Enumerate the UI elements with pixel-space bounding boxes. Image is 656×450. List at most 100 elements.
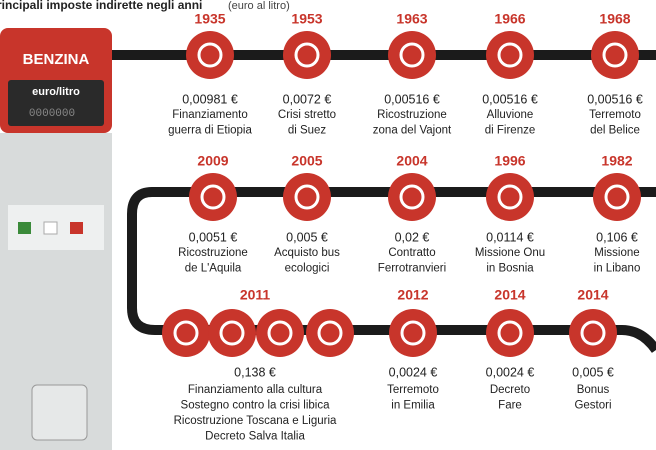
amount: 0,00516 €: [587, 92, 643, 106]
icon: [602, 42, 628, 68]
pump-label: BENZINA: [23, 51, 90, 68]
year: 1982: [601, 153, 632, 169]
title: rincipali imposte indirette negli anni: [0, 0, 202, 12]
description: Finanziamento alla cultura: [188, 384, 323, 396]
icon: [200, 184, 226, 210]
description: Ricostruzione: [377, 109, 447, 121]
icon: [294, 184, 320, 210]
description: in Libano: [594, 263, 641, 275]
description: Acquisto bus: [274, 247, 340, 259]
icon-circle: [591, 31, 639, 79]
amount: 0,00516 €: [384, 92, 440, 106]
description: Ricostruzione: [178, 247, 248, 259]
amount: 0,138 €: [234, 365, 276, 379]
icon-circle: [486, 309, 534, 357]
year: 2005: [291, 153, 322, 169]
year: 1953: [291, 11, 322, 27]
description: Missione Onu: [475, 247, 545, 259]
icon: [173, 320, 199, 346]
icon: [197, 42, 223, 68]
year: 2014: [494, 287, 525, 303]
icon: [267, 320, 293, 346]
amount: 0,0024 €: [486, 365, 535, 379]
icon: [399, 42, 425, 68]
icon-circle: [162, 309, 210, 357]
description: Ferrotranvieri: [378, 263, 446, 275]
icon: [580, 320, 606, 346]
description: Finanziamento: [172, 109, 247, 121]
year: 1966: [494, 11, 525, 27]
icon-circle: [283, 31, 331, 79]
description: in Bosnia: [486, 263, 534, 275]
year: 1935: [194, 11, 225, 27]
icon: [400, 320, 426, 346]
year: 1968: [599, 11, 630, 27]
description: Terremoto: [589, 109, 641, 121]
flag-white: [43, 221, 58, 235]
amount: 0,02 €: [395, 230, 430, 244]
icon-circle: [256, 309, 304, 357]
description: Crisi stretto: [278, 109, 336, 121]
description: Fare: [498, 400, 522, 412]
description: Sostegno contro la crisi libica: [181, 400, 331, 412]
year: 1963: [396, 11, 427, 27]
icon-circle: [189, 173, 237, 221]
icon-circle: [388, 31, 436, 79]
pump-slot: [31, 384, 88, 441]
icon: [497, 42, 523, 68]
icon: [497, 184, 523, 210]
pump-digits: 0000000: [29, 108, 75, 120]
description: Ricostruzione Toscana e Liguria: [174, 415, 337, 427]
description: Missione: [594, 247, 639, 259]
amount: 0,0114 €: [486, 230, 534, 244]
description: ecologici: [285, 263, 330, 275]
icon-circle: [388, 173, 436, 221]
icon: [604, 184, 630, 210]
year: 1996: [494, 153, 525, 169]
year: 2011: [240, 287, 271, 303]
amount: 0,00516 €: [482, 92, 538, 106]
amount: 0,0051 €: [189, 230, 238, 244]
description: Bonus: [577, 384, 610, 396]
subtitle: (euro al litro): [228, 0, 290, 12]
icon: [294, 42, 320, 68]
icon-circle: [389, 309, 437, 357]
pump-unit: euro/litro: [32, 86, 80, 98]
icon-circle: [283, 173, 331, 221]
icon: [497, 320, 523, 346]
icon-circle: [186, 31, 234, 79]
icon: [219, 320, 245, 346]
year: 2004: [396, 153, 427, 169]
description: di Suez: [288, 125, 327, 137]
description: Terremoto: [387, 384, 439, 396]
description: Contratto: [388, 247, 435, 259]
icon: [317, 320, 343, 346]
description: de L'Aquila: [185, 263, 242, 275]
amount: 0,005 €: [572, 365, 614, 379]
icon-circle: [569, 309, 617, 357]
icon-circle: [486, 31, 534, 79]
description: zona del Vajont: [373, 125, 452, 137]
amount: 0,005 €: [286, 230, 328, 244]
amount: 0,00981 €: [182, 92, 238, 106]
amount: 0,0024 €: [389, 365, 438, 379]
year: 2014: [577, 287, 608, 303]
description: Decreto: [490, 384, 530, 396]
icon: [399, 184, 425, 210]
flag-green: [18, 222, 31, 234]
pump-display: [8, 80, 104, 126]
description: in Emilia: [391, 400, 435, 412]
description: Gestori: [574, 400, 611, 412]
description: Decreto Salva Italia: [205, 431, 305, 443]
amount: 0,106 €: [596, 230, 638, 244]
year: 2012: [397, 287, 428, 303]
description: di Firenze: [485, 125, 536, 137]
description: del Belice: [590, 125, 640, 137]
icon-circle: [486, 173, 534, 221]
year: 2009: [197, 153, 228, 169]
description: Alluvione: [487, 109, 534, 121]
icon-circle: [306, 309, 354, 357]
icon-circle: [208, 309, 256, 357]
description: guerra di Etiopia: [168, 125, 252, 137]
